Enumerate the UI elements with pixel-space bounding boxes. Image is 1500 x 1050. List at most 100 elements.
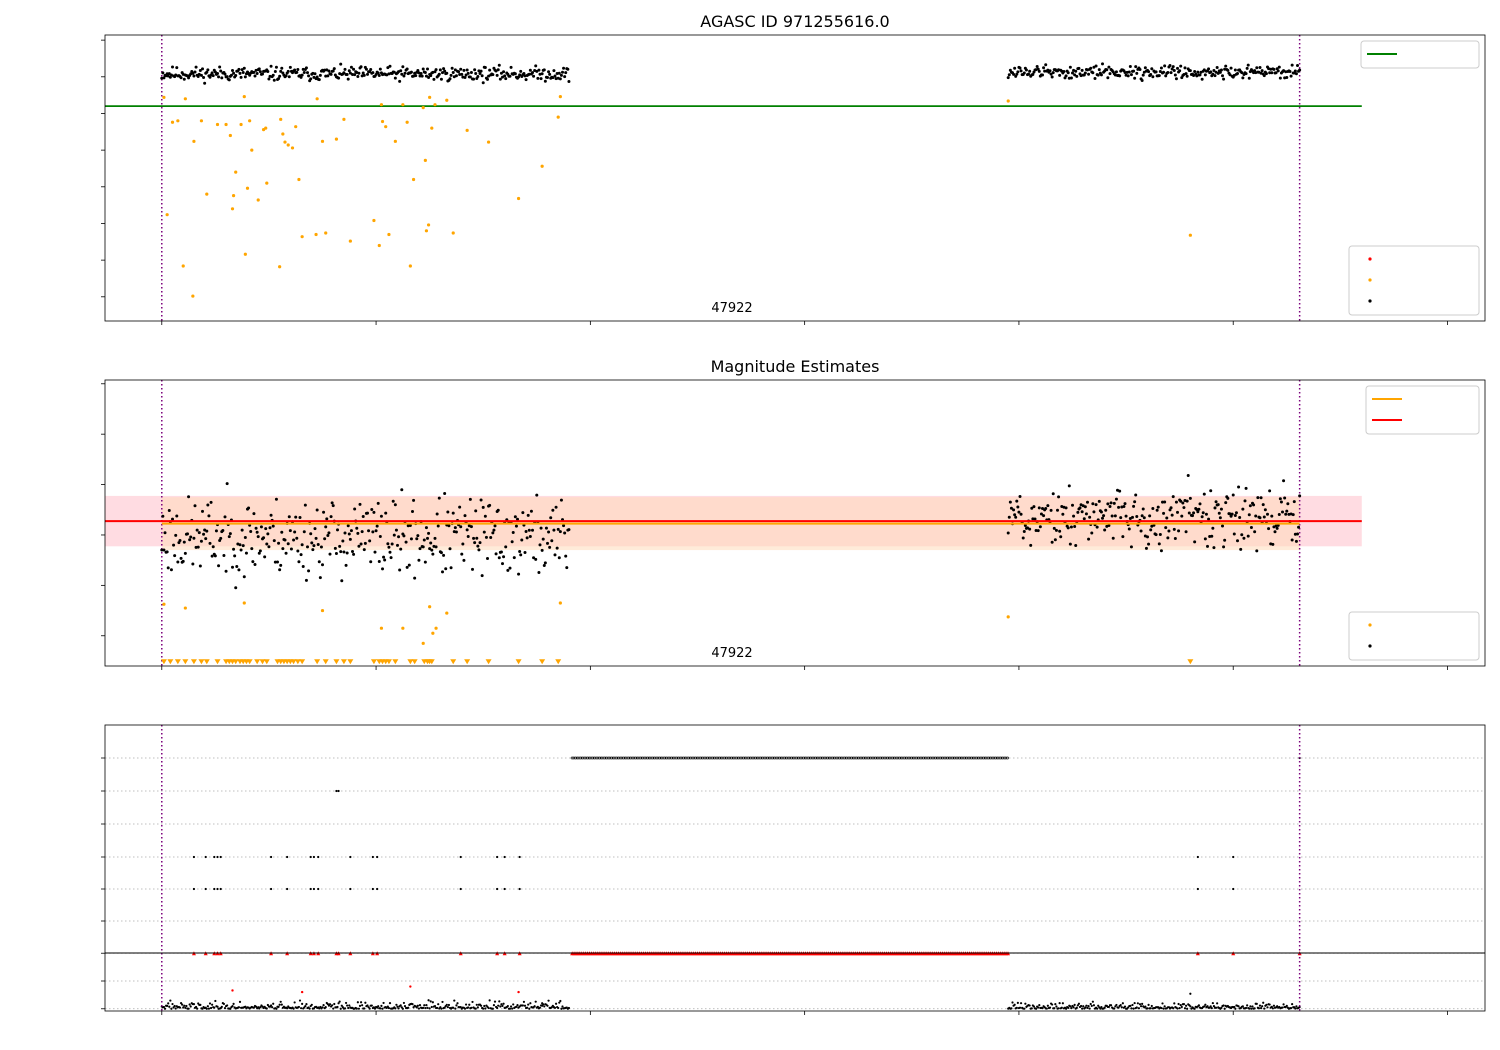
dr-point — [1055, 1005, 1058, 1008]
ok-point — [362, 73, 366, 77]
flag-marker — [848, 756, 852, 760]
ok-point — [337, 76, 341, 80]
ok-point — [318, 73, 322, 77]
ok-point — [464, 73, 468, 77]
flag-marker — [666, 756, 670, 760]
dr-point — [1138, 1003, 1142, 1006]
ok-point — [315, 508, 319, 512]
ok-point — [1293, 69, 1297, 73]
dr-point — [1070, 1007, 1073, 1010]
flag-marker — [961, 756, 965, 760]
ok-point — [558, 77, 562, 81]
dr-point — [446, 1006, 449, 1009]
ok-point — [229, 73, 233, 77]
ok-point — [252, 70, 256, 74]
flag-marker — [656, 756, 660, 760]
dr-point — [1285, 1004, 1288, 1007]
ok-point — [1210, 534, 1214, 538]
ok-point — [1049, 508, 1053, 512]
dr-point — [377, 1005, 380, 1008]
ok-point — [295, 536, 299, 540]
ok-point — [1231, 493, 1235, 497]
dr-point — [280, 1003, 283, 1006]
ok-point — [1188, 496, 1192, 500]
dr-point — [1177, 1002, 1180, 1006]
ok-point — [523, 550, 527, 554]
ok-point — [548, 72, 552, 76]
dr-point — [208, 1002, 212, 1005]
ok-point — [393, 76, 397, 80]
ok-point — [1179, 64, 1183, 68]
flag-marker — [853, 756, 857, 760]
ok-point — [493, 524, 497, 528]
ok-point — [1259, 496, 1263, 500]
ok-point — [1219, 68, 1223, 72]
ok-point — [1183, 66, 1187, 70]
ok-point — [463, 75, 467, 79]
ok-point — [203, 81, 207, 85]
ok-point — [1050, 75, 1054, 79]
ok-point — [1179, 499, 1183, 503]
ok-point — [297, 560, 301, 564]
flag-marker — [1001, 756, 1004, 760]
ok-point — [475, 536, 479, 540]
ok-point — [1281, 510, 1284, 514]
dr-point — [1115, 1003, 1118, 1007]
dr-point — [328, 1003, 332, 1006]
dr-point — [265, 1007, 268, 1010]
ok-point — [1140, 514, 1144, 518]
ok-point — [284, 74, 288, 78]
ok-point — [1202, 68, 1206, 72]
ok-point — [1149, 73, 1153, 77]
dr-point — [1189, 1005, 1192, 1008]
ok-point — [524, 530, 528, 534]
flag-marker — [817, 756, 821, 760]
dr-point — [454, 1007, 457, 1010]
ok-point — [357, 544, 361, 548]
ok-point — [433, 536, 437, 540]
dr-point — [1210, 1007, 1213, 1010]
ok-point — [1132, 504, 1136, 508]
dr-point — [396, 1005, 399, 1008]
ok-point — [1176, 66, 1179, 70]
dr-point — [1092, 1004, 1096, 1007]
ok-point — [232, 547, 236, 551]
dr-point — [339, 1007, 342, 1010]
ok-point — [1058, 73, 1062, 77]
ok-point — [189, 535, 193, 539]
ok-point — [502, 555, 506, 559]
flag-marker — [337, 789, 340, 793]
flag-marker — [795, 756, 799, 760]
ok-point — [442, 67, 446, 71]
ok-point — [1241, 76, 1245, 80]
flag-marker — [776, 756, 780, 760]
ok-point — [471, 567, 474, 571]
ok-point — [486, 77, 489, 81]
ok-point — [1080, 510, 1084, 514]
flag-marker — [738, 756, 742, 760]
dr-point — [182, 1006, 185, 1009]
highlighted-point — [408, 264, 412, 268]
ok-point — [1289, 74, 1293, 78]
ok-point — [1032, 505, 1036, 509]
dr-point — [1060, 1006, 1063, 1009]
flag-marker — [809, 756, 812, 760]
ok-point — [384, 511, 388, 515]
flag-marker — [728, 756, 732, 760]
ok-point — [1044, 507, 1048, 511]
dr-point — [1069, 1005, 1072, 1008]
highlighted-point — [264, 126, 268, 130]
panel-2-data — [105, 380, 1362, 666]
ok-point — [1255, 549, 1259, 553]
ok-point — [371, 71, 375, 75]
ok-point — [508, 74, 512, 78]
highlighted-point — [405, 120, 409, 124]
dr-point — [1161, 1002, 1164, 1005]
dr-point — [1037, 1006, 1040, 1009]
ok-point — [557, 556, 561, 560]
flag-marker — [726, 756, 730, 760]
ok-point — [540, 72, 544, 76]
flag-marker — [865, 756, 869, 760]
ok-point — [283, 538, 287, 542]
ok-point — [287, 515, 291, 519]
